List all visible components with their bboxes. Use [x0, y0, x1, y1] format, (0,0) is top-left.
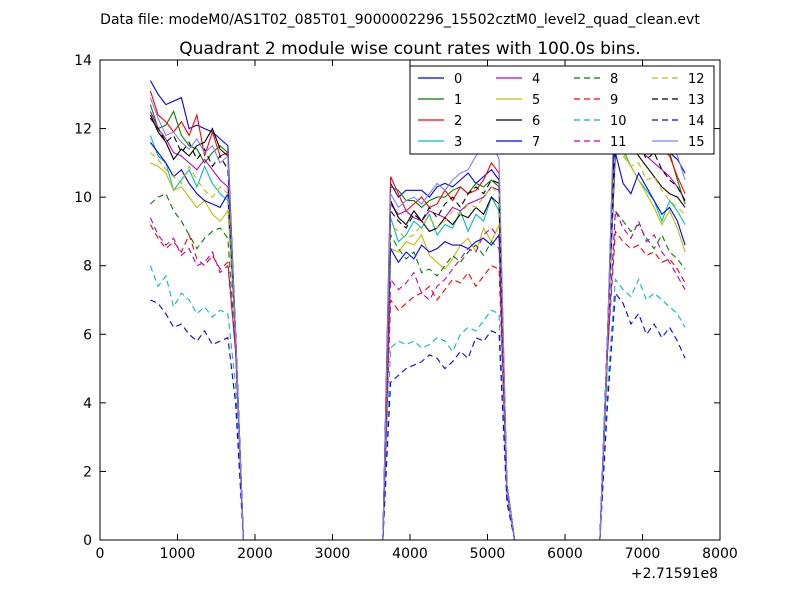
x-tick-label: 3000 [315, 546, 351, 562]
y-tick-label: 2 [83, 464, 92, 480]
series-line-4 [149, 106, 686, 541]
legend-label-2: 2 [454, 114, 462, 129]
legend-label-1: 1 [454, 93, 462, 108]
x-axis-offset-label: +2.71591e8 [631, 566, 718, 582]
legend-label-11: 11 [610, 135, 627, 150]
series-line-1 [149, 95, 686, 541]
legend-label-3: 3 [454, 135, 462, 150]
legend-label-6: 6 [532, 114, 540, 129]
legend-label-10: 10 [610, 114, 627, 129]
axis-ticks: 0 1000 2000 3000 4000 5000 6000 7000 80000246810… [74, 53, 738, 562]
legend-label-5: 5 [532, 93, 540, 108]
legend-box [409, 65, 715, 155]
x-tick-label: 7000 [625, 546, 661, 562]
series-line-8 [150, 192, 686, 541]
legend-label-8: 8 [610, 72, 618, 87]
x-tick-label: 5000 [470, 546, 506, 562]
series-line-6 [149, 114, 686, 541]
y-tick-label: 6 [83, 327, 92, 343]
series-line-13 [149, 111, 686, 541]
legend-label-7: 7 [532, 135, 540, 150]
legend-label-12: 12 [688, 72, 705, 87]
legend-label-13: 13 [688, 93, 705, 108]
y-tick-label: 12 [74, 122, 92, 138]
legend-label-4: 4 [532, 72, 540, 87]
legend-label-0: 0 [454, 72, 462, 87]
y-tick-label: 0 [83, 533, 92, 549]
series-line-7 [149, 141, 686, 541]
series-line-5 [150, 136, 686, 541]
legend-label-15: 15 [688, 135, 705, 150]
y-tick-label: 10 [74, 190, 92, 206]
series-line-12 [150, 135, 686, 541]
x-tick-label: 1000 [160, 546, 196, 562]
legend-label-14: 14 [688, 114, 705, 129]
x-tick-label: 4000 [392, 546, 428, 562]
x-tick-label: 2000 [237, 546, 273, 562]
y-tick-label: 4 [83, 396, 92, 412]
series-line-9 [149, 224, 686, 541]
series-line-14 [150, 291, 686, 541]
chart-title: Quadrant 2 module wise count rates with … [179, 39, 640, 59]
x-tick-label: 6000 [547, 546, 583, 562]
data-file-suptitle: Data file: modeM0/AS1T02_085T01_90000022… [100, 12, 700, 28]
series-line-10 [149, 265, 686, 541]
x-tick-label: 0 [96, 546, 105, 562]
legend-label-9: 9 [610, 93, 618, 108]
series-line-11 [149, 210, 686, 541]
y-tick-label: 8 [83, 259, 92, 275]
series-line-3 [149, 124, 686, 541]
x-tick-label: 8000 [702, 546, 738, 562]
y-tick-label: 14 [74, 53, 92, 69]
